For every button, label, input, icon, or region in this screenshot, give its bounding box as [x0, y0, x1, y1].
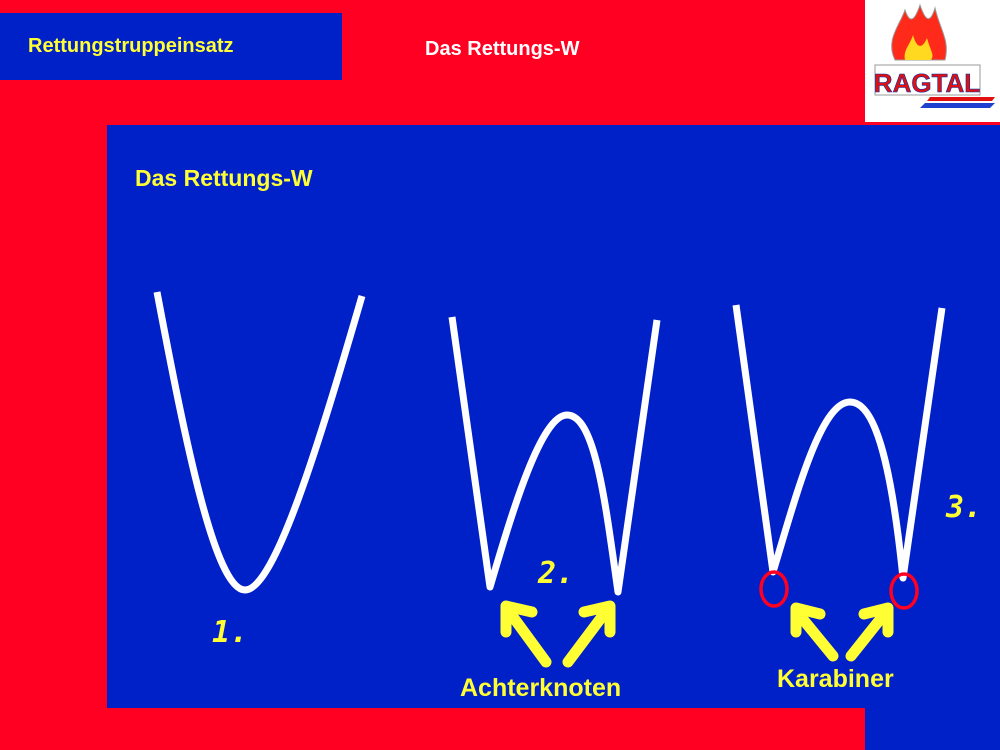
- arrow-knot-left: [500, 600, 552, 668]
- arrow-knot-right: [562, 600, 616, 668]
- achterknoten-label: Achterknoten: [460, 674, 622, 702]
- rope-v-shape: [153, 291, 366, 594]
- step-3-label: 3.: [946, 490, 983, 525]
- rope-w-shape-carabiners: [732, 304, 946, 582]
- section-box: Rettungstruppeinsatz: [0, 13, 342, 80]
- header-title: Das Rettungs-W: [425, 38, 580, 60]
- step-2-label: 2.: [538, 556, 575, 591]
- karabiner-label: Karabiner: [777, 665, 894, 693]
- arrow-carabiner-left: [790, 602, 839, 662]
- carabiner-right: [889, 572, 919, 610]
- ragtal-logo: RAGTAL: [865, 0, 1000, 122]
- arrow-carabiner-right: [845, 602, 894, 662]
- section-label: Rettungstruppeinsatz: [28, 35, 234, 57]
- slide-title: Das Rettungs-W: [135, 165, 313, 191]
- rope-w-shape-knots: [448, 316, 661, 596]
- svg-text:RAGTAL: RAGTAL: [874, 68, 981, 98]
- carabiner-left: [759, 570, 789, 608]
- step-1-label: 1.: [212, 615, 249, 650]
- content-panel: [107, 125, 1000, 708]
